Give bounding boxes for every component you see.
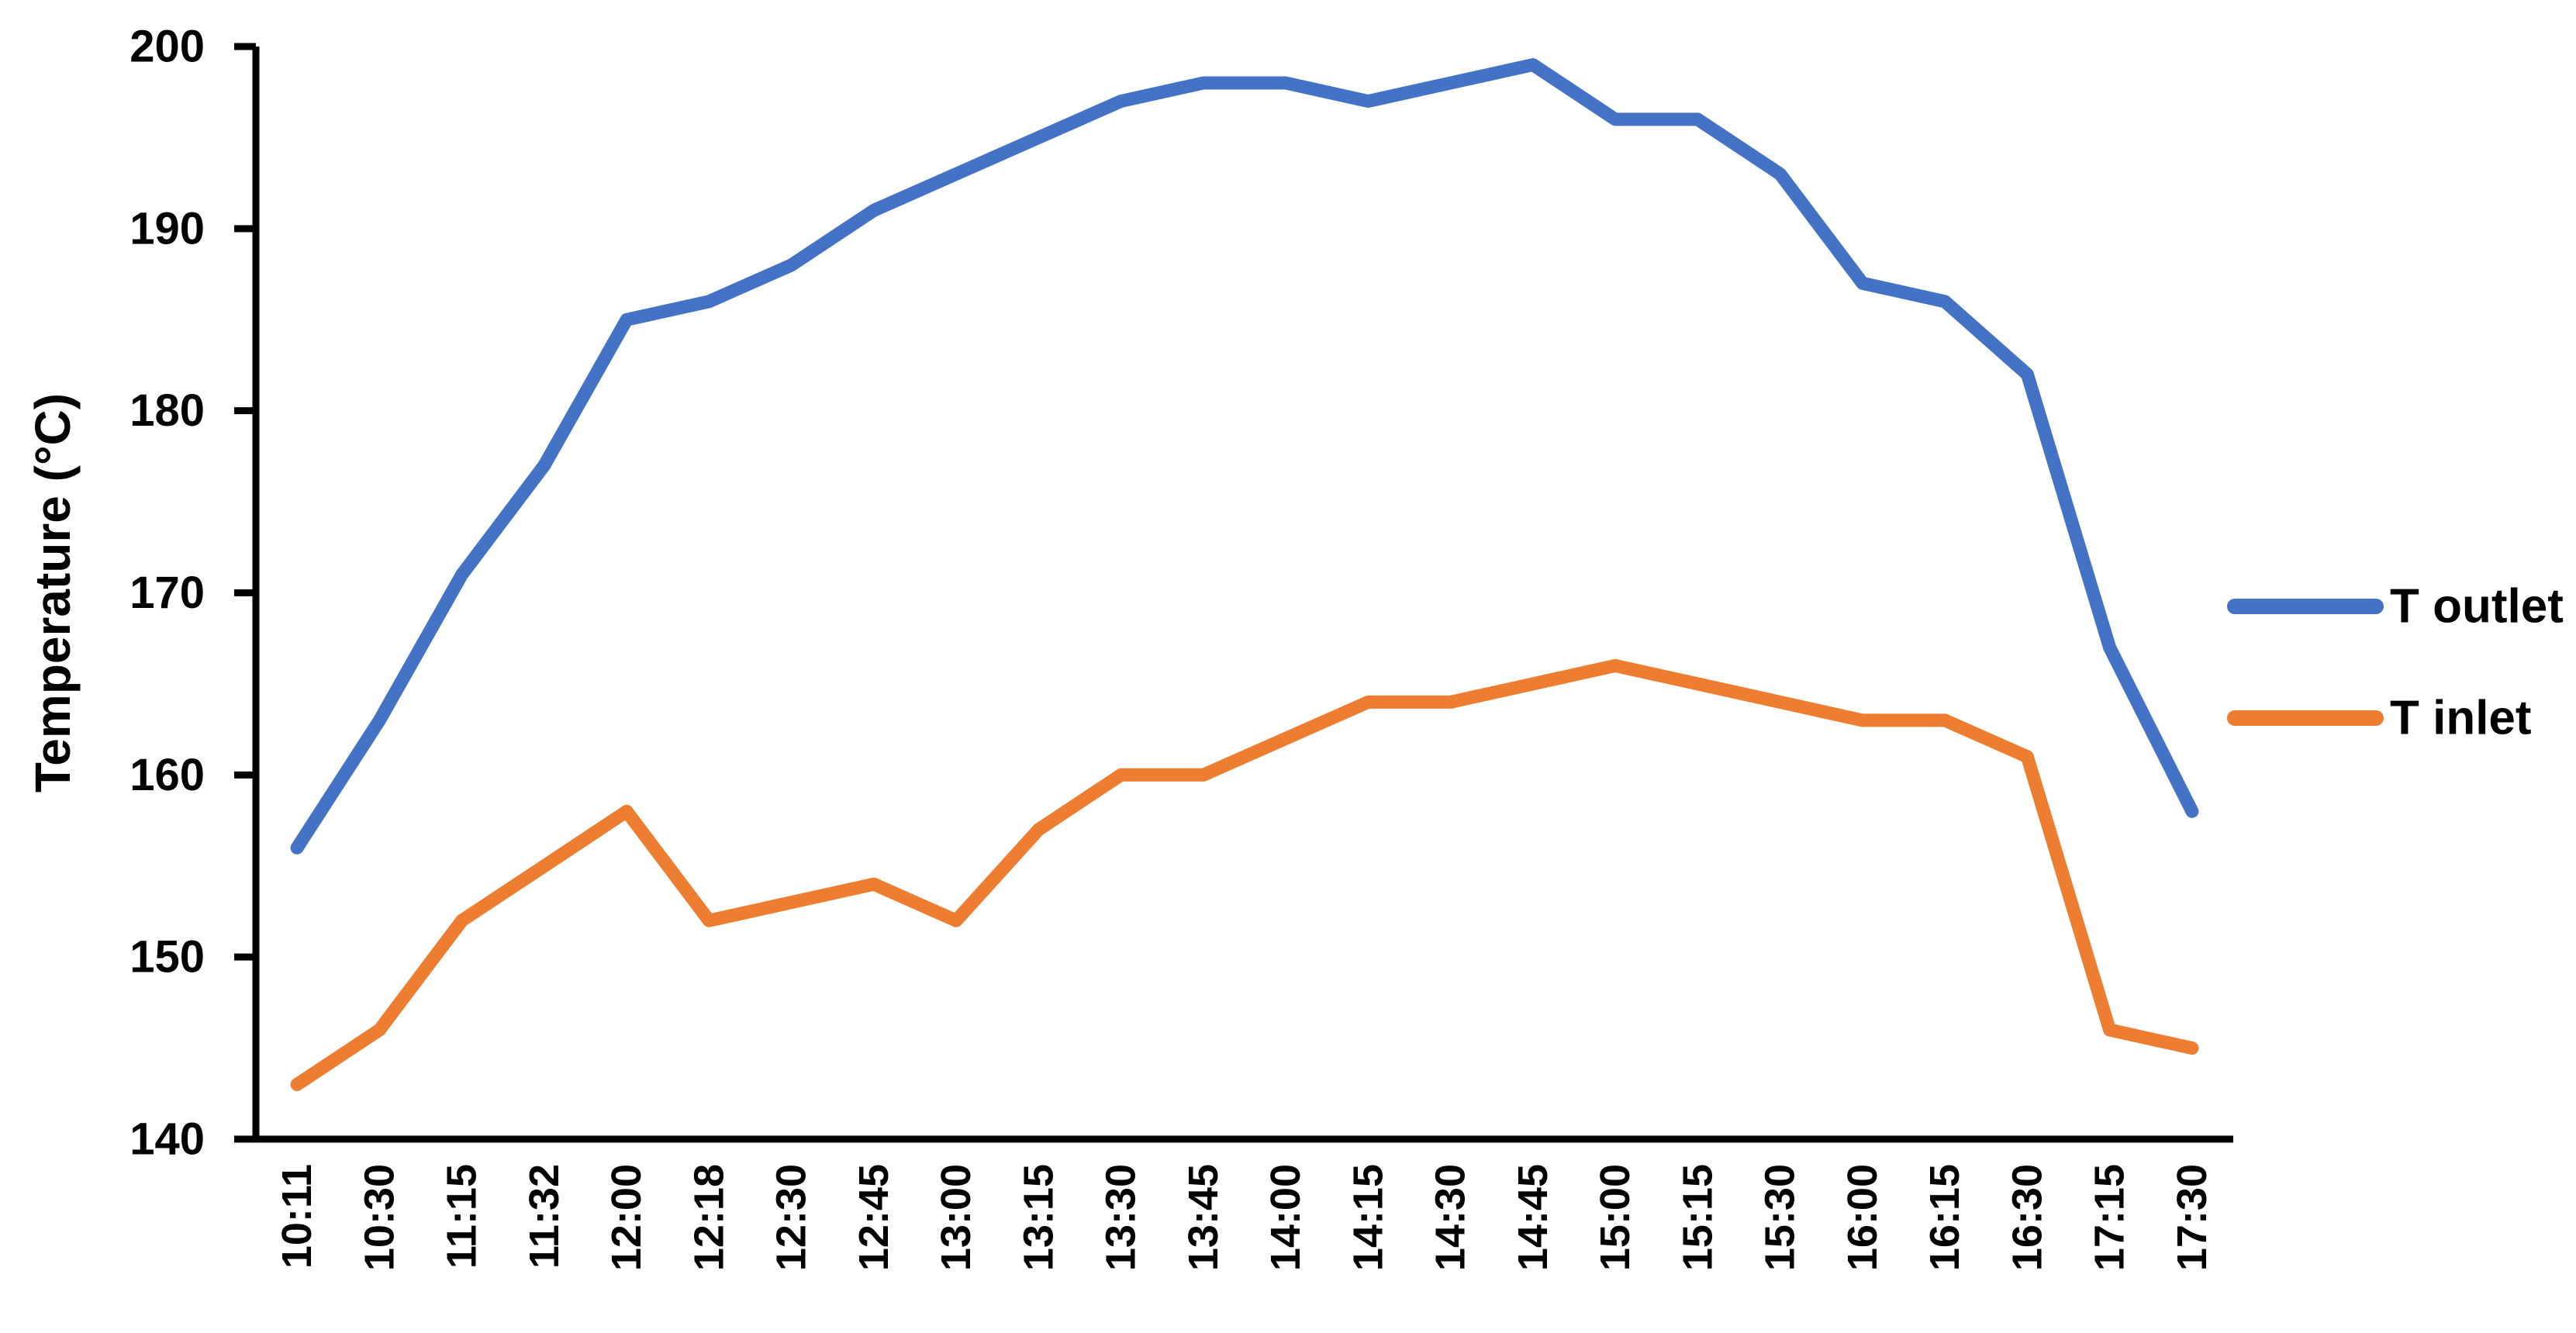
x-axis-tick-label: 14:15 — [1345, 1164, 1391, 1271]
x-axis-tick-label: 15:00 — [1592, 1164, 1638, 1271]
y-axis-tick-label: 140 — [129, 1114, 205, 1165]
x-axis-tick-label: 16:30 — [2004, 1164, 2050, 1271]
x-axis-tick-label: 13:30 — [1098, 1164, 1145, 1271]
y-axis-tick-label: 160 — [129, 750, 205, 800]
legend-label-t-inlet: T inlet — [2390, 692, 2532, 745]
x-axis-tick-label: 12:00 — [603, 1164, 650, 1271]
x-axis-tick-label: 14:45 — [1510, 1164, 1556, 1271]
x-axis-tick-label: 16:00 — [1839, 1164, 1886, 1271]
series-line-t-inlet — [290, 658, 2199, 1091]
x-axis-tick-label: 10:11 — [274, 1164, 320, 1269]
y-axis-tick-label: 170 — [129, 568, 205, 618]
y-axis-tick-label: 150 — [129, 932, 205, 982]
y-axis-tick-label: 200 — [129, 22, 205, 72]
y-axis-tick-label: 190 — [129, 203, 205, 254]
x-axis-tick-label: 13:15 — [1015, 1164, 1062, 1271]
y-axis-title: Temperature (°C) — [25, 393, 81, 793]
x-axis-tick-label: 16:15 — [1922, 1164, 1968, 1271]
x-axis-tick-label: 12:45 — [851, 1164, 897, 1271]
x-axis-tick-label: 11:15 — [439, 1164, 485, 1269]
x-axis-tick-label: 13:00 — [933, 1164, 979, 1271]
x-axis-tick-label: 15:30 — [1757, 1164, 1804, 1271]
legend-label-t-outlet: T outlet — [2390, 580, 2564, 634]
x-axis-tick-label: 15:15 — [1674, 1164, 1721, 1271]
x-axis-tick-label: 11:32 — [521, 1164, 568, 1269]
y-axis-tick-label: 180 — [129, 385, 205, 436]
x-axis-tick-label: 12:18 — [685, 1164, 732, 1271]
x-axis-tick-label: 14:30 — [1428, 1164, 1474, 1271]
x-axis-tick-label: 13:45 — [1180, 1164, 1227, 1271]
x-axis-tick-label: 14:00 — [1262, 1164, 1309, 1271]
x-axis-tick-label: 17:30 — [2169, 1164, 2215, 1271]
series-line-t-outlet — [290, 58, 2199, 855]
x-axis-tick-label: 10:30 — [356, 1164, 402, 1271]
x-axis-tick-label: 12:30 — [768, 1164, 815, 1271]
x-axis-tick-label: 17:15 — [2087, 1164, 2133, 1271]
